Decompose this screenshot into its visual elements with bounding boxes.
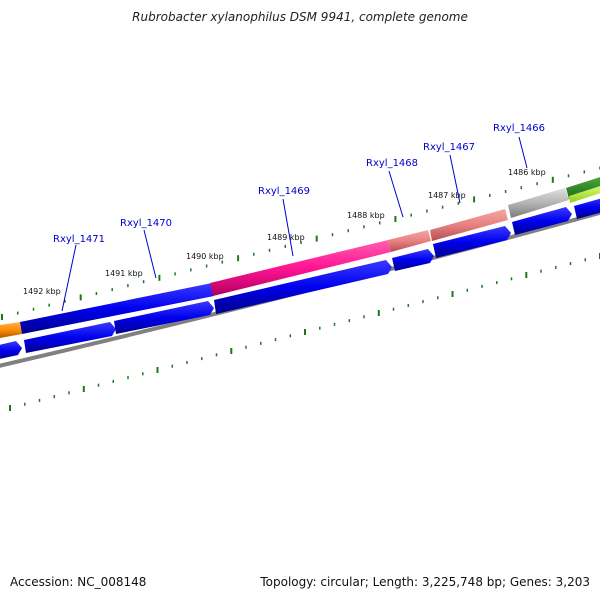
ruler-label: 1486 kbp [508,168,546,177]
connector-line [61,244,77,312]
cds-track [0,196,600,360]
footer-topology: Topology: circular; Length: 3,225,748 bp… [260,575,590,589]
ruler-label: 1488 kbp [347,211,385,220]
ruler-ticks [1,166,600,320]
feature-lime[interactable] [569,183,600,203]
connector-line [143,229,157,279]
cds-arrow[interactable] [24,322,116,353]
ruler-label: 1490 kbp [186,252,224,261]
ruler-labels: 1486 kbp 1487 kbp 1488 kbp 1489 kbp 1490… [23,168,546,296]
gene-label-rxyl-1469[interactable]: Rxyl_1469 [258,186,310,197]
ruler-label: 1489 kbp [267,233,305,242]
cds-arrow[interactable] [114,301,214,334]
map-title: Rubrobacter xylanophilus DSM 9941, compl… [132,10,468,24]
gene-label-rxyl-1467[interactable]: Rxyl_1467 [423,142,475,153]
feature-orange[interactable] [0,322,22,338]
inner-dotted-ring [9,253,600,411]
cds-arrow[interactable] [433,226,511,258]
feature-salmon-2[interactable] [430,209,508,241]
gene-label-rxyl-1466[interactable]: Rxyl_1466 [493,123,545,134]
cds-arrow[interactable] [574,196,600,219]
cds-arrow[interactable] [0,341,22,360]
connector-line [449,154,461,204]
connector-line [518,136,528,169]
gene-label-rxyl-1468[interactable]: Rxyl_1468 [366,158,418,169]
connector-line [282,198,294,257]
gene-label-connectors [61,136,528,312]
gene-labels: Rxyl_1466 Rxyl_1467 Rxyl_1468 Rxyl_1469 … [53,123,545,245]
cds-arrow[interactable] [512,207,572,235]
feature-gray[interactable] [508,188,569,218]
gene-label-rxyl-1470[interactable]: Rxyl_1470 [120,218,172,229]
feature-track [0,174,600,338]
gene-label-rxyl-1471[interactable]: Rxyl_1471 [53,234,105,245]
cds-arrow[interactable] [214,260,392,314]
feature-salmon-1[interactable] [388,230,431,252]
ruler-label: 1487 kbp [428,191,466,200]
cds-arrow[interactable] [392,249,434,271]
footer-accession: Accession: NC_008148 [10,575,147,589]
feature-green[interactable] [566,174,600,199]
connector-line [388,170,404,218]
ruler-label: 1491 kbp [105,269,143,278]
ruler-label: 1492 kbp [23,287,61,296]
feature-pink[interactable] [210,240,391,296]
feature-blue-1[interactable] [20,283,214,334]
